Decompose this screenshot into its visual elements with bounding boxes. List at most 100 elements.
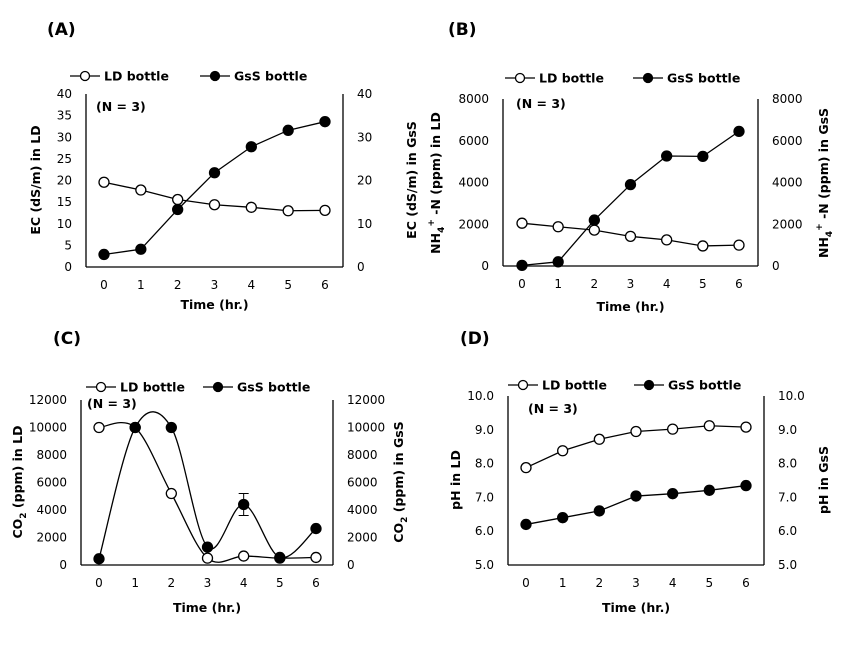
data-point: [282, 205, 294, 217]
x-axis-title: Time (hr.): [180, 297, 248, 312]
panel-label: (C): [53, 329, 81, 349]
series-gss: [520, 479, 752, 531]
data-point: [733, 125, 745, 138]
data-point: [661, 150, 673, 162]
legend-label: GsS bottle: [234, 69, 307, 84]
x-tick-label: 4: [240, 576, 248, 590]
x-tick-label: 3: [632, 576, 640, 590]
data-point: [624, 230, 637, 243]
x-tick-label: 2: [591, 277, 599, 291]
y-axis-title: NH4+ -N (ppm) in LD: [427, 112, 447, 254]
x-tick-label: 3: [627, 277, 635, 291]
y-tick-label: 2000: [36, 531, 67, 545]
data-point: [238, 498, 250, 511]
x-tick-label: 1: [137, 278, 145, 292]
y-tick-label: 5: [64, 238, 72, 252]
data-point: [630, 425, 642, 438]
y-tick-label: 0: [481, 259, 489, 273]
data-point: [516, 259, 528, 272]
data-point: [208, 167, 221, 179]
data-point: [129, 421, 141, 434]
axis-title-sub: 2: [19, 512, 29, 518]
y-tick-label: 10.0: [467, 389, 494, 403]
legend-label: GsS bottle: [667, 71, 740, 86]
axis-title-sub: 2: [400, 517, 410, 523]
y-right-tick-label: 10000: [347, 421, 385, 435]
legend-marker: [514, 72, 526, 84]
data-point: [552, 221, 564, 233]
data-point: [630, 490, 642, 502]
data-point: [135, 243, 147, 255]
y-tick-label: 35: [57, 109, 72, 123]
y-right-tick-label: 0: [357, 260, 365, 274]
y-right-axis-title: NH4+ -N (ppm) in GsS: [815, 108, 835, 258]
x-tick-label: 6: [321, 278, 329, 292]
x-tick-label: 0: [518, 277, 526, 291]
axis-title-part: CO: [10, 519, 25, 539]
series-ld: [516, 217, 745, 252]
y-right-tick-label: 6000: [772, 134, 803, 148]
y-right-axis-title: pH in GsS: [816, 446, 831, 514]
x-tick-label: 4: [669, 576, 677, 590]
legend-item: GsS bottle: [200, 69, 307, 84]
series-ld: [520, 420, 752, 474]
axis-title-sub: 4: [437, 227, 447, 233]
sample-size-note: (N = 3): [516, 96, 566, 111]
y-right-tick-label: 0: [772, 259, 780, 273]
sample-size-note: (N = 3): [96, 99, 146, 114]
data-point: [661, 234, 673, 246]
y-axis-title: CO2 (ppm) in LD: [10, 425, 29, 538]
x-axis-title: Time (hr.): [602, 600, 670, 615]
x-tick-label: 3: [211, 278, 219, 292]
panel-label: (D): [460, 329, 490, 349]
series-gss: [93, 411, 322, 565]
data-point: [165, 421, 177, 434]
panel-C: (C) 0 2000 4000 6000 8000 10000 12000 0 2000 4000 6…: [10, 329, 410, 615]
y-right-tick-label: 7.0: [778, 490, 797, 504]
y-tick-label: 8000: [458, 92, 489, 106]
data-point: [245, 141, 257, 153]
x-tick-label: 2: [596, 576, 604, 590]
panel-B: (B) 0 2000 4000 6000 8000 0 2000 4000 6000 8000 0 1 2…: [427, 20, 835, 314]
x-tick-label: 1: [554, 277, 562, 291]
legend-item: GsS bottle: [633, 71, 740, 86]
series-ld: [98, 176, 331, 217]
legend-label: GsS bottle: [668, 378, 741, 393]
x-tick-label: 6: [742, 576, 750, 590]
y-tick-label: 30: [57, 130, 72, 144]
data-point: [172, 203, 184, 216]
y-tick-label: 8.0: [475, 457, 494, 471]
y-right-tick-label: 2000: [347, 531, 378, 545]
data-point: [201, 541, 214, 553]
y-right-tick-label: 4000: [772, 176, 803, 190]
data-point: [697, 240, 709, 252]
legend-item: LD bottle: [508, 378, 607, 393]
data-point: [552, 256, 564, 268]
legend-label: LD bottle: [104, 69, 169, 84]
data-point: [319, 116, 331, 128]
x-axis-title: Time (hr.): [596, 299, 664, 314]
legend-marker: [642, 72, 654, 84]
data-point: [310, 522, 322, 535]
data-point: [667, 423, 679, 435]
data-point: [520, 462, 532, 474]
x-tick-label: 0: [95, 576, 103, 590]
y-right-axis-title: EC (dS/m) in GsS: [404, 121, 419, 239]
legend-marker: [517, 379, 529, 391]
axis-title-part: -N (ppm) in LD: [428, 112, 443, 219]
legend-marker: [209, 70, 221, 82]
data-point: [208, 199, 221, 211]
y-tick-label: 0: [64, 260, 72, 274]
y-right-tick-label: 40: [357, 87, 372, 101]
x-tick-label: 1: [131, 576, 139, 590]
series-line: [98, 422, 317, 563]
data-point: [588, 214, 600, 226]
x-tick-label: 4: [663, 277, 671, 291]
y-tick-label: 2000: [458, 217, 489, 231]
y-tick-label: 6000: [36, 476, 67, 490]
y-right-tick-label: 6000: [347, 476, 378, 490]
y-axis-title: pH in LD: [448, 450, 463, 510]
sample-size-note: (N = 3): [87, 396, 137, 411]
sample-size-note: (N = 3): [528, 401, 578, 416]
panel-A: (A) 0 5 10 15 20 25 30 35 40 0 10 20 30 40 0 1 2 3 4 5 6 Time …: [28, 20, 419, 312]
